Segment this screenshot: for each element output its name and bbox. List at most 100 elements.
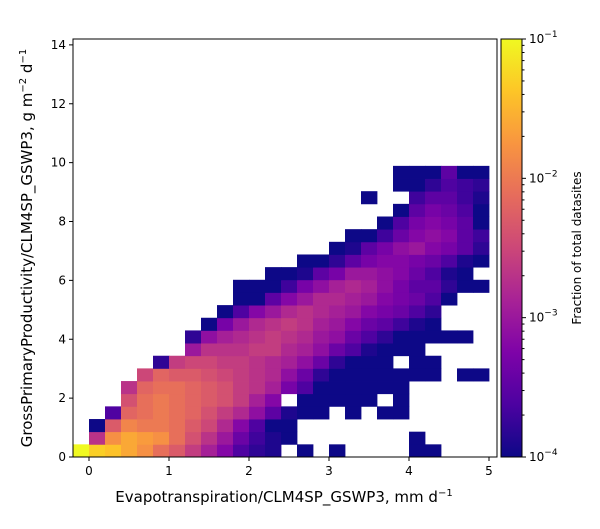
- heatmap-cell: [393, 368, 410, 382]
- heatmap-cell: [201, 355, 218, 369]
- heatmap-cell: [393, 267, 410, 281]
- heatmap-cell: [441, 216, 458, 230]
- heatmap-cell: [153, 355, 170, 369]
- heatmap-cell: [425, 292, 442, 306]
- heatmap-cell: [281, 279, 298, 293]
- heatmap-cell: [345, 279, 362, 293]
- heatmap-cell: [377, 241, 394, 255]
- heatmap-cell: [153, 381, 170, 395]
- y-tick-label: 0: [58, 450, 66, 464]
- heatmap-cell: [185, 431, 202, 445]
- y-tick-label: 10: [51, 156, 66, 170]
- heatmap-cell: [169, 419, 186, 433]
- heatmap-cell: [201, 330, 218, 344]
- heatmap-cell: [425, 444, 442, 458]
- heatmap-cell: [217, 305, 234, 319]
- heatmap-cell: [185, 393, 202, 407]
- heatmap-cell: [137, 381, 154, 395]
- heatmap-cell: [441, 203, 458, 217]
- heatmap-cell: [345, 368, 362, 382]
- heatmap-cell: [425, 216, 442, 230]
- heatmap-cell: [137, 444, 154, 458]
- heatmap-cell: [393, 216, 410, 230]
- heatmap-cell: [121, 381, 138, 395]
- heatmap-cell: [313, 393, 330, 407]
- heatmap-cell: [105, 406, 122, 420]
- heatmap-cell: [361, 393, 378, 407]
- heatmap-cell: [313, 406, 330, 420]
- heatmap-cell: [169, 355, 186, 369]
- x-axis-label-sup: −1: [438, 488, 453, 499]
- heatmap-cell: [297, 368, 314, 382]
- x-axis-ticks: 0 1 2 3 4 5: [85, 457, 493, 478]
- heatmap-cell: [137, 419, 154, 433]
- heatmap-cell: [313, 381, 330, 395]
- heatmap-cell: [233, 317, 250, 331]
- heatmap-cell: [313, 305, 330, 319]
- heatmap-cell: [297, 393, 314, 407]
- heatmap-cell: [393, 241, 410, 255]
- heatmap-cell: [137, 431, 154, 445]
- colorbar-ticks: 10−4 10−3 10−2 10−1: [522, 30, 558, 464]
- heatmap-cell: [425, 368, 442, 382]
- y-tick-label: 14: [51, 38, 66, 52]
- heatmap-cell: [265, 431, 282, 445]
- heatmap-cell: [233, 305, 250, 319]
- heatmap-cell: [313, 254, 330, 268]
- heatmap-cell: [265, 292, 282, 306]
- heatmap-cell: [361, 368, 378, 382]
- heatmap-cell: [409, 305, 426, 319]
- heatmap-cell: [377, 229, 394, 243]
- heatmap-cell: [361, 254, 378, 268]
- heatmap-cell: [297, 317, 314, 331]
- heatmap-cell: [169, 393, 186, 407]
- heatmap-cell: [345, 393, 362, 407]
- heatmap-cell: [425, 241, 442, 255]
- heatmap-cell: [249, 368, 266, 382]
- heatmap-cell: [217, 419, 234, 433]
- heatmap-cell: [393, 393, 410, 407]
- heatmap-cell: [249, 393, 266, 407]
- heatmap-cell: [313, 368, 330, 382]
- heatmap-cell: [265, 393, 282, 407]
- heatmap-cell: [265, 419, 282, 433]
- heatmap-cell: [377, 267, 394, 281]
- heatmap-cell: [377, 216, 394, 230]
- heatmap-cell: [249, 381, 266, 395]
- heatmap-cell: [409, 191, 426, 205]
- heatmap-cell: [329, 343, 346, 357]
- heatmap-cell: [377, 317, 394, 331]
- heatmap-cell: [409, 267, 426, 281]
- heatmap-cell: [409, 165, 426, 179]
- heatmap-cell: [169, 444, 186, 458]
- heatmap-cell: [425, 355, 442, 369]
- heatmap-cell: [425, 330, 442, 344]
- heatmap-cell: [201, 343, 218, 357]
- heatmap-cell: [265, 305, 282, 319]
- heatmap-cell: [313, 317, 330, 331]
- heatmap-cell: [393, 279, 410, 293]
- heatmap-cell: [185, 381, 202, 395]
- y-axis-label-sup2: −1: [18, 49, 29, 64]
- x-tick-label: 1: [165, 464, 173, 478]
- heatmap-cell: [441, 330, 458, 344]
- heatmap-cell: [153, 393, 170, 407]
- x-axis-label-main: Evapotranspiration/CLM4SP_GSWP3, mm d: [115, 488, 438, 507]
- heatmap-cell: [297, 343, 314, 357]
- heatmap-cell: [201, 393, 218, 407]
- heatmap-cell: [425, 317, 442, 331]
- heatmap-cell: [89, 419, 106, 433]
- heatmap-cell: [249, 292, 266, 306]
- colorbar: [500, 38, 523, 458]
- heatmap-cell: [169, 381, 186, 395]
- heatmap-cell: [473, 254, 490, 268]
- heatmap-cell: [457, 203, 474, 217]
- heatmap-cell: [409, 431, 426, 445]
- heatmap-cell: [345, 317, 362, 331]
- heatmap-cell: [313, 330, 330, 344]
- heatmap-cell: [233, 292, 250, 306]
- heatmap-cell: [345, 330, 362, 344]
- heatmap-cell: [377, 343, 394, 357]
- heatmap-cell: [297, 279, 314, 293]
- heatmap-cell: [249, 330, 266, 344]
